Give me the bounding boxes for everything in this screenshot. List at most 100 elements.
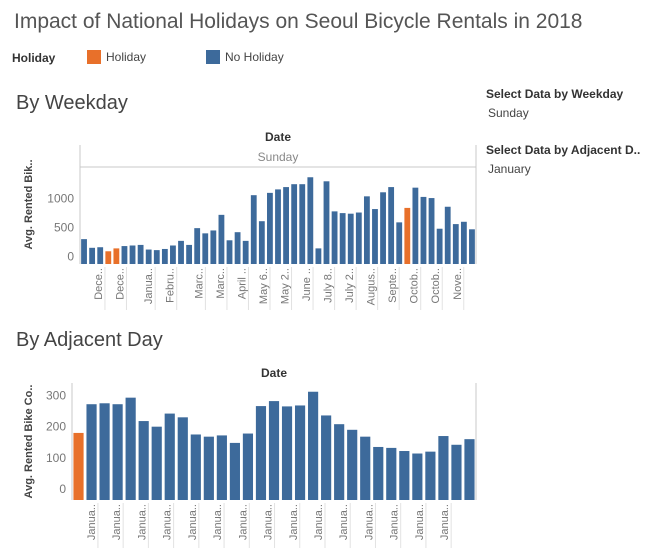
weekday-xtick-label: July 8.. [323,268,335,303]
weekday-xtick-label: Octob.. [409,268,421,303]
weekday-bar [299,184,306,264]
weekday-bar [363,196,370,264]
weekday-bar [186,244,193,264]
weekday-ytick-label: 0 [67,249,74,263]
weekday-xtick-label: Dece.. [114,268,126,300]
weekday-xtick-label: June .. [301,268,313,301]
adjacent-bar [294,405,306,500]
adjacent-filter-value[interactable]: January [488,162,531,176]
legend-title: Holiday [12,51,56,65]
weekday-bar [275,189,281,264]
adjacent-bar [112,404,123,500]
adjacent-xtick-label: Janua.. [187,504,199,540]
page-title: Impact of National Holidays on Seoul Bic… [14,10,583,33]
legend: Holiday Holiday No Holiday [12,50,412,66]
weekday-bar [347,213,354,264]
weekday-bar [444,206,451,264]
adjacent-xtick-label: Janua.. [414,504,426,540]
adjacent-xtick-label: Janua.. [162,504,174,540]
adjacent-bar [229,442,240,500]
weekday-bar [145,249,152,264]
adjacent-bar [177,417,188,500]
adjacent-bar [255,406,267,500]
weekday-bar [153,250,160,264]
adjacent-filter-label: Select Data by Adjacent D.. [486,143,641,157]
adjacent-ytick-label: 0 [59,482,66,496]
adjacent-xtick-label: Janua.. [439,504,451,540]
weekday-bar [210,230,217,264]
adjacent-xtick-label: Janua.. [288,504,300,540]
legend-label-holiday: Holiday [106,50,147,64]
weekday-filter[interactable]: Select Data by Weekday Sunday [486,87,646,120]
weekday-bar [97,247,104,264]
weekday-section-title: By Weekday [16,92,128,114]
weekday-xtick-label: July 2.. [344,268,356,303]
adjacent-xtick-label: Janua.. [86,504,98,540]
legend-item-holiday[interactable]: Holiday [87,50,146,64]
adjacent-bar [308,391,319,500]
adjacent-xtick-label: Janua.. [263,504,275,540]
legend-item-no-holiday[interactable]: No Holiday [206,50,284,64]
weekday-ytick-label: 1000 [47,192,74,206]
weekday-bar [469,229,475,264]
weekday-bar [436,228,443,264]
adjacent-bar [464,439,475,500]
adjacent-xtick-label: Janua.. [338,504,350,540]
weekday-filter-value[interactable]: Sunday [488,106,529,120]
weekday-ytick-label: 500 [54,221,74,235]
adjacent-ytick-label: 200 [46,420,66,434]
weekday-bar [242,240,249,264]
weekday-xtick-label: Septe.. [387,268,399,303]
weekday-bar [250,195,257,264]
weekday-bar [113,248,120,264]
adjacent-bar [242,433,254,500]
weekday-xtick-label: Nove.. [452,268,464,300]
adjacent-xtick-label: Janua.. [363,504,375,540]
adjacent-bar [386,447,397,500]
adjacent-filter[interactable]: Select Data by Adjacent D.. January [486,143,646,176]
weekday-bar [267,192,273,264]
weekday-bar [81,239,87,264]
adjacent-bar [216,435,227,500]
weekday-xtick-label: Octob.. [430,268,442,303]
weekday-xtick-label: Febru.. [165,268,177,303]
weekday-bar [283,187,289,264]
weekday-bar [355,212,362,264]
weekday-bar [396,222,403,264]
weekday-bar [202,233,209,264]
adjacent-xtick-label: Janua.. [111,504,123,540]
weekday-xtick-label: Marc.. [193,268,205,299]
adjacent-bar [347,429,358,500]
adjacent-bar [164,413,175,500]
weekday-xtick-label: Janua.. [143,268,155,304]
weekday-bar [339,213,346,264]
weekday-bar [460,221,467,264]
weekday-bar [161,248,168,264]
weekday-filter-label: Select Data by Weekday [486,87,624,101]
adjacent-bar [321,415,332,500]
adjacent-xtick-label: Janua.. [136,504,148,540]
adjacent-bar [73,432,84,500]
weekday-bar [258,221,265,264]
adjacent-bar [86,404,97,500]
weekday-bar [226,240,233,264]
adjacent-bar [451,444,462,500]
weekday-bar [105,251,112,264]
weekday-bar [170,245,176,264]
weekday-bar [323,181,330,264]
weekday-bar [89,247,96,264]
adjacent-bar [360,436,371,500]
holiday-swatch [87,50,101,64]
adjacent-bar [99,403,110,500]
weekday-bar [178,240,184,264]
weekday-bar [315,248,322,264]
adjacent-bar [412,453,423,500]
weekday-bar [194,228,201,264]
adjacent-bar [438,436,449,500]
adjacent-bar [399,451,410,500]
weekday-bar [380,192,386,264]
weekday-bar [129,245,136,264]
weekday-xtick-label: Dece.. [93,268,105,300]
